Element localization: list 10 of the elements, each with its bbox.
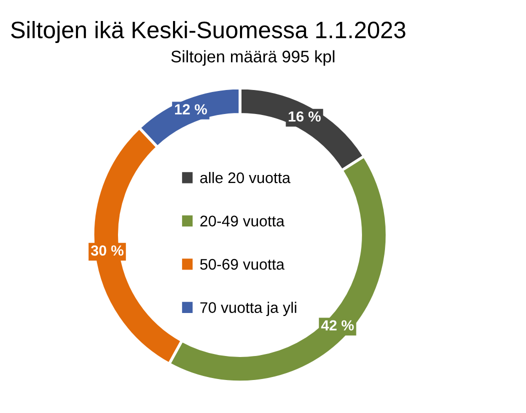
chart-subtitle: Siltojen määrä 995 kpl [171,50,334,66]
legend-label: 50-69 vuotta [200,258,285,270]
legend-label: 70 vuotta ja yli [200,302,296,316]
chart-title: Siltojen ikä Keski-Suomessa 1.1.2023 [11,20,406,44]
data-label: 16 % [288,111,321,122]
legend-label: 20-49 vuotta [200,216,285,226]
data-label: 12 % [175,104,207,114]
data-label: 42 % [321,320,354,330]
data-label: 30 % [90,245,124,256]
legend-label: alle 20 vuotta [200,172,290,184]
